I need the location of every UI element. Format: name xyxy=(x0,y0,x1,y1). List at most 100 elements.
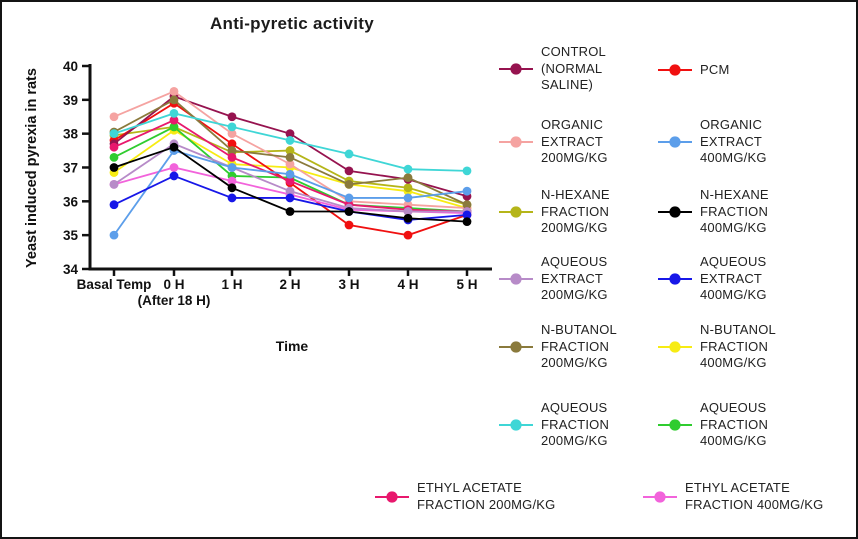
x-tick-label: Basal Temp xyxy=(77,277,152,292)
data-point-ethyl200 xyxy=(109,142,119,152)
y-tick-label: 40 xyxy=(63,59,78,74)
data-point-aqfraction200 xyxy=(227,122,237,132)
data-point-organic400 xyxy=(285,169,295,179)
legend-marker-dot xyxy=(669,206,681,218)
legend-marker-dot xyxy=(669,341,681,353)
data-point-control xyxy=(285,129,295,139)
data-point-organic200 xyxy=(169,86,179,96)
data-point-organic400 xyxy=(109,230,119,240)
legend-marker-icon xyxy=(658,64,692,76)
legend-marker-icon xyxy=(499,136,533,148)
legend-item-aqextract400: AQUEOUS EXTRACT 400MG/KG xyxy=(657,254,767,304)
legend-marker-icon xyxy=(658,419,692,431)
legend-item-label: AQUEOUS FRACTION 400MG/KG xyxy=(700,400,769,448)
x-tick-label: 5 H xyxy=(456,277,477,292)
legend-item-organic400: ORGANIC EXTRACT 400MG/KG xyxy=(657,117,767,167)
data-point-aqextract200 xyxy=(109,180,119,189)
data-point-aqextract200 xyxy=(285,186,295,196)
legend-item-ethyl400: ETHYL ACETATE FRACTION 400MG/KG xyxy=(642,480,823,513)
data-point-aqfraction200 xyxy=(344,149,354,159)
data-point-nbutanol200 xyxy=(285,152,295,162)
y-tick-label: 37 xyxy=(63,160,78,175)
data-point-nbutanol200 xyxy=(403,173,413,183)
legend-item-nbutanol400: N-BUTANOL FRACTION 400MG/KG xyxy=(657,322,776,372)
data-point-ethyl200 xyxy=(285,176,295,186)
data-point-nbutanol200 xyxy=(169,95,179,105)
legend-marker-icon xyxy=(499,206,533,218)
data-point-nbutanol200 xyxy=(344,180,354,189)
data-point-control xyxy=(227,112,237,122)
x-tick-label: 3 H xyxy=(338,277,359,292)
y-tick-label: 39 xyxy=(63,93,78,108)
legend-marker-icon xyxy=(643,490,677,503)
y-tick-label: 35 xyxy=(63,228,79,243)
data-point-control xyxy=(344,166,354,176)
data-point-nhexane400 xyxy=(109,163,119,172)
data-point-nhexane400 xyxy=(344,207,354,216)
legend-marker-icon xyxy=(499,273,533,285)
data-point-ethyl400 xyxy=(227,176,237,186)
data-point-nhexane400 xyxy=(169,142,179,152)
y-tick-label: 34 xyxy=(63,262,79,277)
data-point-nhexane400 xyxy=(227,183,237,193)
x-tick-label: 0 H xyxy=(163,277,184,292)
legend-item-label: PCM xyxy=(700,62,730,77)
legend-marker-dot xyxy=(386,490,398,503)
legend-marker-icon xyxy=(499,63,533,75)
legend-marker-dot xyxy=(510,136,522,148)
legend-item-nhexane400: N-HEXANE FRACTION 400MG/KG xyxy=(657,187,769,237)
data-point-nbutanol200 xyxy=(462,200,472,210)
data-point-aqextract200 xyxy=(403,207,413,216)
data-point-aqfraction400 xyxy=(169,122,179,132)
legend-item-aqfraction400: AQUEOUS FRACTION 400MG/KG xyxy=(657,400,768,450)
legend-marker-icon xyxy=(499,419,533,431)
x-tick-label: 4 H xyxy=(397,277,418,292)
data-point-organic200 xyxy=(227,129,237,139)
legend-item-label: ORGANIC EXTRACT 400MG/KG xyxy=(700,117,767,165)
legend-item-label: ORGANIC EXTRACT 200MG/KG xyxy=(541,117,608,165)
legend-marker-dot xyxy=(510,419,522,431)
legend-item-aqfraction200: AQUEOUS FRACTION 200MG/KG xyxy=(498,400,609,450)
data-point-aqextract400 xyxy=(227,193,237,203)
legend-item-label: N-HEXANE FRACTION 400MG/KG xyxy=(700,187,769,235)
legend-marker-dot xyxy=(669,273,681,285)
legend-item-pcm: PCM xyxy=(657,62,730,79)
data-point-organic400 xyxy=(227,163,237,172)
legend-marker-icon xyxy=(658,206,692,218)
data-point-nhexane400 xyxy=(403,213,413,223)
legend-item-label: CONTROL (NORMAL SALINE) xyxy=(541,44,606,92)
data-point-nhexane200 xyxy=(403,183,413,193)
data-point-organic400 xyxy=(462,186,472,196)
legend-marker-dot xyxy=(669,136,681,148)
chart-title: Anti-pyretic activity xyxy=(209,14,375,33)
data-point-pcm xyxy=(403,230,413,240)
legend-marker-dot xyxy=(510,341,522,353)
data-point-nbutanol200 xyxy=(227,146,237,155)
data-point-pcm xyxy=(227,139,237,149)
legend-marker-dot xyxy=(654,490,666,503)
legend-item-nbutanol200: N-BUTANOL FRACTION 200MG/KG xyxy=(498,322,617,372)
data-point-aqfraction400 xyxy=(109,152,119,162)
data-point-pcm xyxy=(344,220,354,230)
legend-item-nhexane200: N-HEXANE FRACTION 200MG/KG xyxy=(498,187,610,237)
legend-marker-dot xyxy=(510,206,522,218)
legend-marker-dot xyxy=(510,273,522,285)
x-tick-label: 1 H xyxy=(221,277,242,292)
y-tick-label: 36 xyxy=(63,194,79,209)
legend-item-label: AQUEOUS FRACTION 200MG/KG xyxy=(541,400,610,448)
data-point-ethyl200 xyxy=(227,152,237,162)
legend-item-aqextract200: AQUEOUS EXTRACT 200MG/KG xyxy=(498,254,608,304)
data-point-aqextract400 xyxy=(462,210,472,220)
x-tick-label: 2 H xyxy=(279,277,300,292)
legend-marker-dot xyxy=(669,64,681,76)
legend-item-label: AQUEOUS EXTRACT 400MG/KG xyxy=(700,254,767,302)
legend-marker-icon xyxy=(375,490,409,503)
x-axis-label: Time xyxy=(275,338,309,354)
legend-marker-icon xyxy=(499,341,533,353)
legend-item-label: N-BUTANOL FRACTION 200MG/KG xyxy=(541,322,617,370)
legend-item-label: AQUEOUS EXTRACT 200MG/KG xyxy=(541,254,608,302)
data-point-nhexane400 xyxy=(462,217,472,227)
data-point-aqfraction200 xyxy=(109,129,119,139)
